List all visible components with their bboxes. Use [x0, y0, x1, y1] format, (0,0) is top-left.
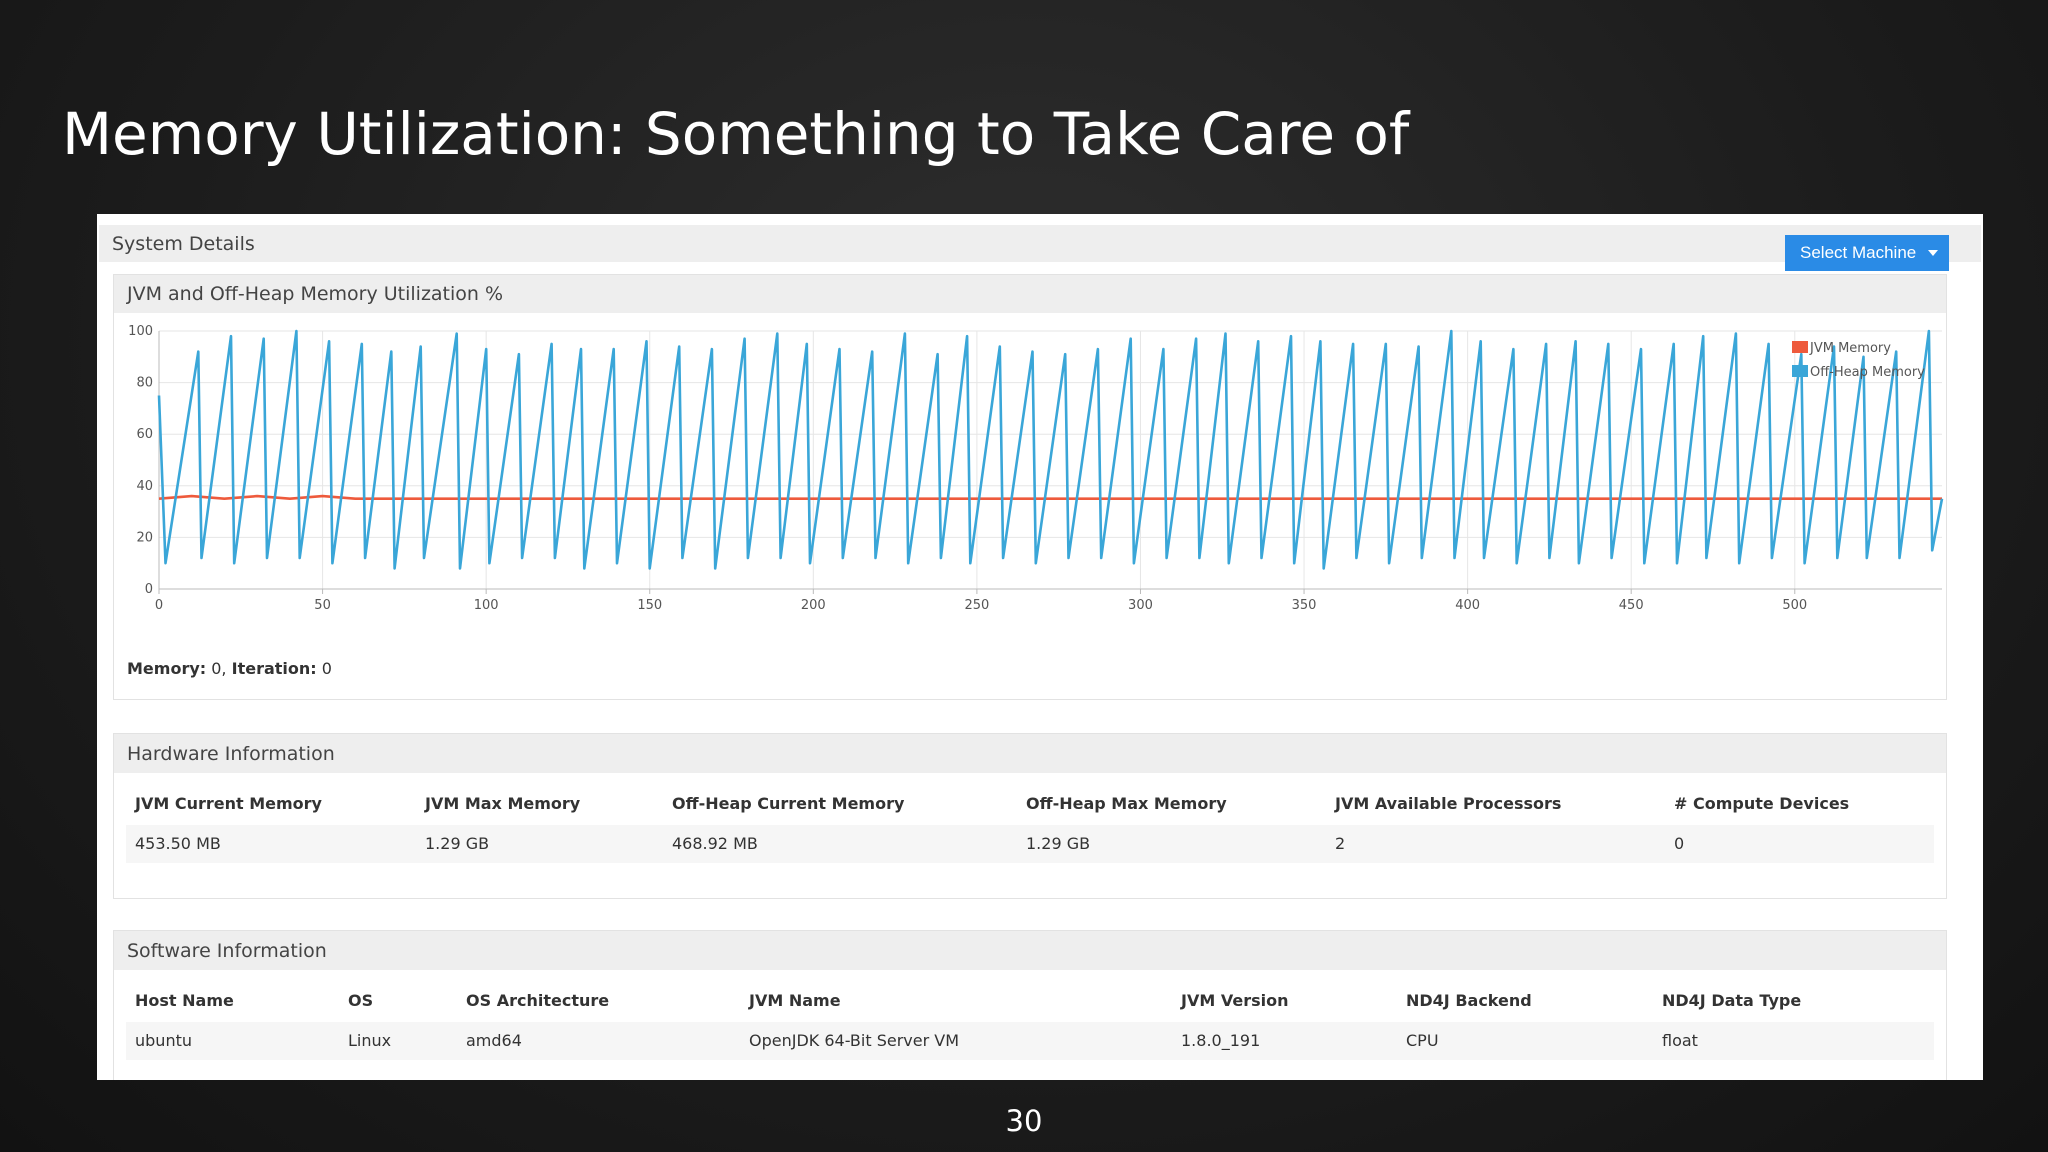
x-tick-label: 450: [1619, 598, 1644, 613]
table-cell: 0: [1674, 834, 1685, 853]
x-tick-label: 400: [1455, 598, 1480, 613]
column-header: Off-Heap Current Memory: [672, 794, 905, 813]
series-line: [157, 329, 1944, 570]
x-tick-label: 500: [1782, 598, 1807, 613]
y-tick-label: 40: [136, 479, 153, 494]
caret: [1928, 250, 1938, 256]
column-header: Host Name: [135, 991, 234, 1010]
panel-heading: System Details: [112, 232, 255, 255]
x-tick-label: 200: [801, 598, 826, 613]
status-label: Iteration:: [231, 659, 317, 678]
column-header: JVM Current Memory: [135, 794, 322, 813]
row-band: [126, 825, 1934, 863]
table-cell: 468.92 MB: [672, 834, 758, 853]
column-header: ND4J Data Type: [1662, 991, 1802, 1010]
table-cell: 1.29 GB: [425, 834, 490, 853]
software-box: Software Information Host Name OS OS Archi…: [113, 930, 1947, 1080]
chart: 0 20 40 60 80 100 0 50 100 150 200 250 300 350 400 450 5…: [128, 324, 1944, 613]
legend-label: Off-Heap Memory: [1810, 365, 1925, 380]
table-cell: 2: [1335, 834, 1346, 853]
chart-title: JVM and Off-Heap Memory Utilization %: [127, 283, 504, 305]
y-tick-label: 100: [128, 324, 153, 339]
legend-label: JVM Memory: [1809, 341, 1891, 356]
x-tick-label: 250: [964, 598, 989, 613]
table-cell: ubuntu: [135, 1031, 192, 1050]
table-cell: 453.50 MB: [135, 834, 221, 853]
section-title: Hardware Information: [127, 742, 335, 765]
page-number: 30: [1005, 1104, 1043, 1138]
select-machine-button[interactable]: Select Machine: [1785, 235, 1949, 271]
chart-box: JVM and Off-Heap Memory Utilization % 0 2…: [113, 274, 1947, 700]
y-tick-label: 0: [145, 582, 153, 597]
column-header: ND4J Backend: [1406, 991, 1532, 1010]
x-tick-label: 300: [1128, 598, 1153, 613]
button-label: Select Machine: [1800, 243, 1917, 262]
status-value: 0: [321, 659, 332, 678]
legend-swatch: [1792, 341, 1808, 353]
screenshot-panel: System Details Select Machine JVM and Of…: [97, 214, 1983, 1080]
x-tick-label: 350: [1292, 598, 1317, 613]
table-cell: 1.29 GB: [1026, 834, 1091, 853]
column-header: JVM Max Memory: [425, 794, 581, 813]
x-tick-label: 0: [155, 598, 163, 613]
system-details-bar: System Details Select Machine: [99, 225, 1981, 271]
table-cell: amd64: [466, 1031, 522, 1050]
y-tick-label: 60: [136, 427, 153, 442]
software-header: Software Information: [114, 931, 1946, 970]
row-band: [126, 1022, 1934, 1060]
column-header: JVM Version: [1181, 991, 1289, 1010]
column-header: OS Architecture: [466, 991, 610, 1010]
status-line: Memory: 0, Iteration: 0: [127, 659, 332, 678]
chart-header: JVM and Off-Heap Memory Utilization %: [114, 275, 1946, 313]
column-header: OS: [348, 991, 374, 1010]
table-cell: CPU: [1406, 1031, 1439, 1050]
hardware-header: Hardware Information: [114, 734, 1946, 773]
table-cell: OpenJDK 64-Bit Server VM: [749, 1031, 959, 1050]
column-header: JVM Name: [749, 991, 841, 1010]
legend-swatch: [1792, 365, 1808, 377]
status-label: Memory:: [127, 659, 207, 678]
status-value: 0,: [211, 659, 227, 678]
x-tick-label: 150: [637, 598, 662, 613]
series-line: [158, 494, 1942, 500]
x-tick-label: 50: [314, 598, 331, 613]
table-cell: Linux: [348, 1031, 392, 1050]
hardware-box: Hardware Information JVM Current Memory J…: [113, 733, 1947, 899]
table-cell: float: [1662, 1031, 1698, 1050]
table-cell: 1.8.0_191: [1181, 1031, 1261, 1050]
y-tick-label: 20: [136, 530, 153, 545]
section-title: Software Information: [127, 939, 327, 962]
y-tick-label: 80: [136, 376, 153, 391]
column-header: JVM Available Processors: [1335, 794, 1562, 813]
x-tick-label: 100: [474, 598, 499, 613]
column-header: # Compute Devices: [1674, 794, 1850, 813]
column-header: Off-Heap Max Memory: [1026, 794, 1227, 813]
slide-title: Memory Utilization: Something to Take Ca…: [62, 100, 1410, 168]
